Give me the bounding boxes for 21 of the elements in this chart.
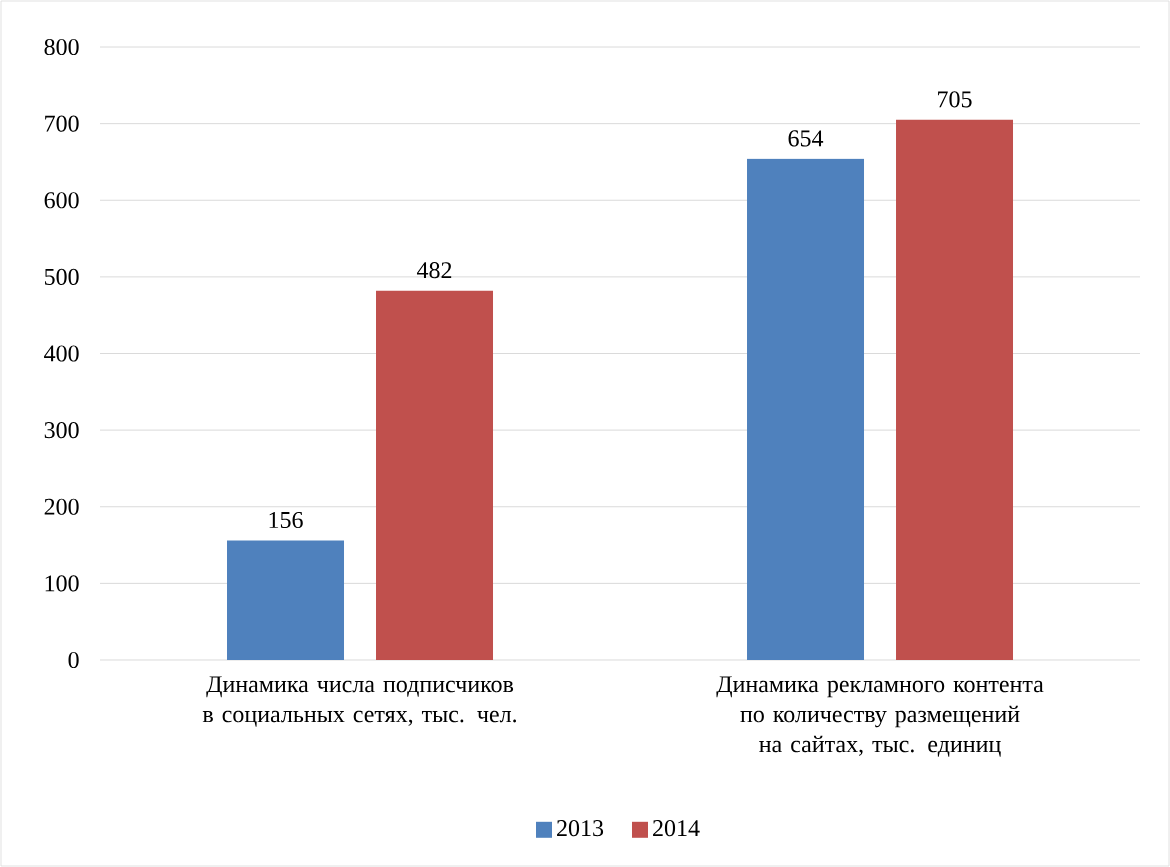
bar: [227, 540, 345, 660]
data-label: 705: [938, 91, 972, 108]
bar: [747, 158, 865, 660]
y-tick-label: 500: [44, 268, 79, 285]
y-tick-label: 800: [44, 38, 79, 56]
bar: [896, 119, 1014, 660]
data-label: 654: [788, 130, 824, 147]
y-tick-label: 0: [68, 651, 79, 669]
bar: [376, 290, 494, 660]
y-tick-label: 200: [44, 498, 79, 515]
y-tick-label: 100: [45, 575, 79, 592]
y-tick-label: 600: [44, 192, 79, 209]
data-label: 482: [416, 262, 452, 279]
legend-label: 2014: [653, 820, 700, 837]
x-tick-label: Динамика числа подписчиков в социальных сетях, тыс. чел.: [202, 676, 517, 727]
x-tick-label: Динамика рекламного контента по количеству размещений на сайтах, тыс. единиц: [716, 676, 1044, 757]
y-tick-label: 700: [45, 115, 79, 132]
y-tick-label: 400: [44, 345, 79, 362]
legend-label: 2013: [557, 820, 604, 837]
y-tick-label: 300: [44, 422, 79, 439]
data-label: 156: [269, 511, 303, 529]
